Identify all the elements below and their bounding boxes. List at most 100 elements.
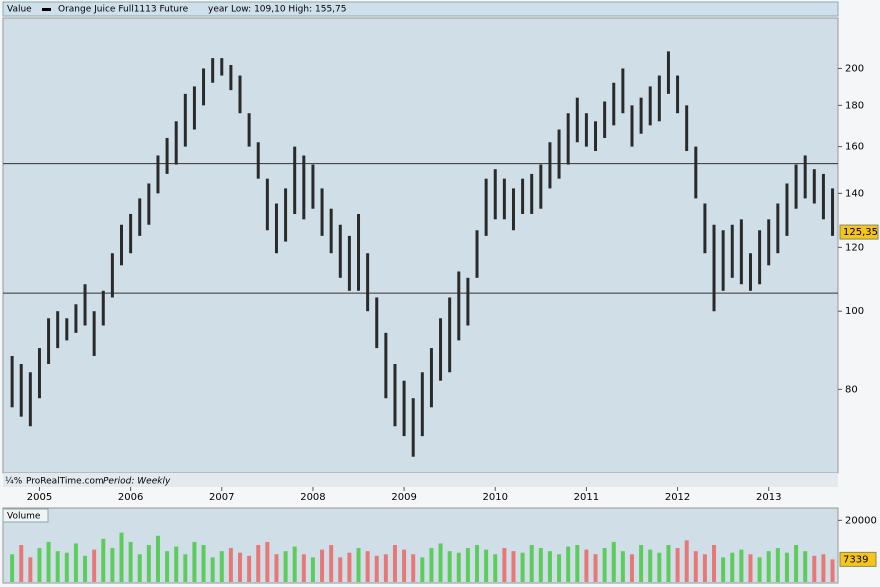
volume-bar [456,552,461,582]
x-tick-label: 2010 [483,492,508,503]
volume-bar [748,554,753,582]
volume-bar [274,554,279,582]
volume-bar [329,545,334,582]
legend-swatch [42,8,51,11]
volume-bar [37,548,42,582]
y-tick-label: 140 [845,188,864,199]
volume-bar [338,557,343,582]
x-tick-label: 2012 [665,492,690,503]
volume-bar [502,548,507,582]
volume-bar [511,551,516,582]
volume-bar [784,552,789,582]
volume-bar [803,551,808,582]
volume-bar [812,555,817,582]
last-volume-label: 7339 [843,554,868,565]
volume-bar [64,552,69,582]
volume-bar [557,554,562,582]
volume-bar [374,555,379,582]
volume-bar [593,554,598,582]
volume-bar [739,549,744,582]
volume-bar [493,554,498,582]
y-tick-label: 160 [845,142,864,153]
volume-bar [119,532,124,582]
volume-label: Volume [7,512,41,522]
footer-strip [3,473,838,487]
brand-logo: ¼% [5,477,23,487]
volume-bar [629,554,634,582]
volume-bar [547,551,552,582]
volume-bar [347,552,352,582]
volume-bar [101,538,106,582]
volume-bar [265,541,270,582]
y-tick-label: 120 [845,242,864,253]
volume-bar [92,549,97,582]
legend-entry: Orange Juice Full1113 Future [58,5,189,15]
volume-bar [575,545,580,582]
volume-bar [10,554,15,582]
volume-bar [392,545,397,582]
volume-bar [310,557,315,582]
volume-bar [602,548,607,582]
volume-bar [584,549,589,582]
volume-bar [484,549,489,582]
x-tick-label: 2013 [756,492,781,503]
header-bar [2,1,839,17]
volume-bar [766,551,771,582]
volume-bar [365,551,370,582]
subtitle: year Low: 109,10 High: 155,75 [208,5,347,15]
last-volume-tag [839,551,877,567]
x-tick-label: 2007 [209,492,234,503]
volume-bar [238,552,243,582]
volume-bar [438,543,443,582]
volume-bar [110,548,115,582]
volume-bar [356,548,361,582]
volume-bar [301,554,306,582]
volume-bar [411,554,416,582]
volume-bar [611,541,616,582]
volume-bar [28,557,33,582]
volume-bar [794,545,799,582]
volume-bar [155,535,160,582]
volume-bar [192,541,197,582]
volume-bar [247,555,252,582]
volume-bar [19,545,24,582]
volume-bar [666,545,671,582]
volume-bar [693,551,698,582]
y-tick-label: 20000 [845,515,877,526]
volume-bar [684,540,689,582]
volume-bar [165,551,170,582]
brand: ProRealTime.com [26,477,104,487]
volume-bar [721,557,726,582]
volume-bar [46,541,51,582]
x-tick-label: 2008 [300,492,325,503]
volume-bar [146,545,151,582]
volume-bar [219,551,224,582]
volume-bar [201,545,206,582]
period: Period: Weekly [103,477,171,487]
volume-bar [383,554,388,582]
volume-bar [447,551,452,582]
panel-label: Value [7,5,32,15]
volume-bar [529,545,534,582]
volume-bar [465,548,470,582]
volume-bar [429,548,434,582]
volume-bar [821,554,826,582]
y-tick-label: 200 [845,63,864,74]
plot-area [2,17,839,474]
volume-bar [757,557,762,582]
volume-bar [402,549,407,582]
volume-bar [657,552,662,582]
volume-bar [712,545,717,582]
x-tick-label: 2005 [27,492,52,503]
volume-bar [228,548,233,582]
volume-bar [174,546,179,582]
volume-bar [775,548,780,582]
x-tick-label: 2011 [574,492,599,503]
volume-label-box [2,508,49,523]
volume-bar [73,543,78,582]
volume-bar [183,554,188,582]
x-tick-label: 2009 [391,492,416,503]
last-price-label: 125,35 [843,227,878,238]
y-tick-label: 80 [845,384,858,395]
